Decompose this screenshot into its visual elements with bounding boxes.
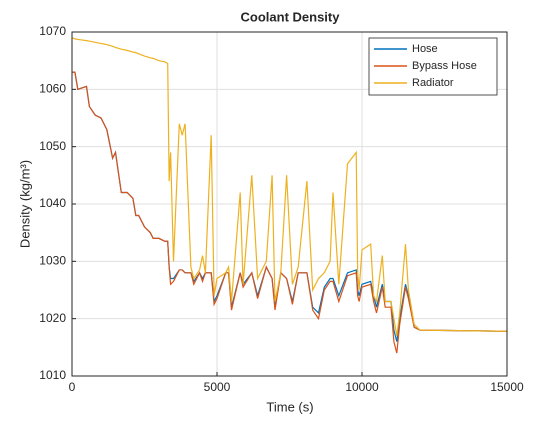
y-tick-label: 1010 [39,368,66,382]
y-tick-label: 1040 [39,196,66,210]
y-tick-label: 1020 [39,311,66,325]
plot-border [71,31,508,377]
chart-title: Coolant Density [241,9,341,24]
line-series [72,71,508,354]
line-series [71,37,508,336]
legend-label: Radiator [412,77,454,89]
legend-label: Hose [412,43,438,55]
x-tick-label: 5000 [204,380,231,394]
y-axis-label: Density (kg/m³) [17,160,32,248]
y-tick-label: 1030 [39,254,66,268]
y-tick-label: 1060 [39,82,66,96]
legend-label: Bypass Hose [412,60,477,72]
y-tick-label: 1050 [39,139,66,153]
x-axis-label: Time (s) [266,399,313,414]
y-tick-label: 1070 [39,24,66,38]
x-tick-label: 15000 [490,380,524,394]
x-tick-label: 0 [69,380,76,394]
x-tick-label: 10000 [345,380,379,394]
